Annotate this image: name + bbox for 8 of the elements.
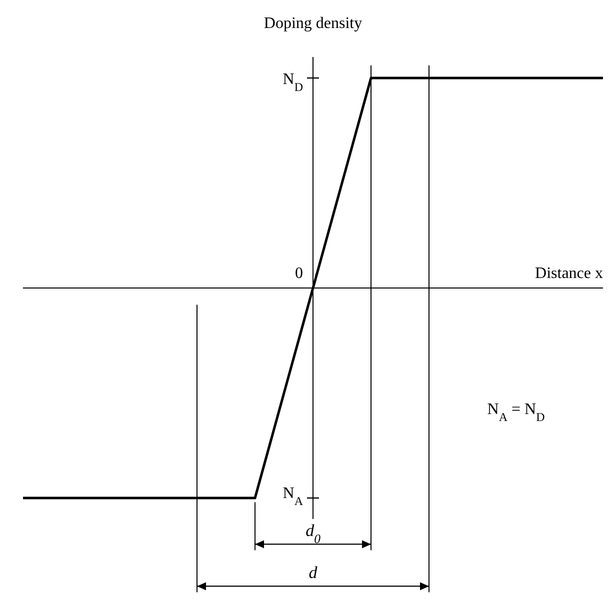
y-axis-title: Doping density bbox=[264, 15, 362, 32]
text: d$_{0}$ bbox=[306, 521, 322, 546]
annotation: N$_{A}$ = N$_{D}$ bbox=[487, 401, 546, 424]
annotation: N$_{A}$ bbox=[282, 485, 304, 508]
x-axis-title: Distance x bbox=[535, 265, 603, 282]
annotation: 0 bbox=[295, 265, 303, 282]
text: d bbox=[308, 563, 318, 582]
annotation: N$_{D}$ bbox=[282, 71, 304, 94]
